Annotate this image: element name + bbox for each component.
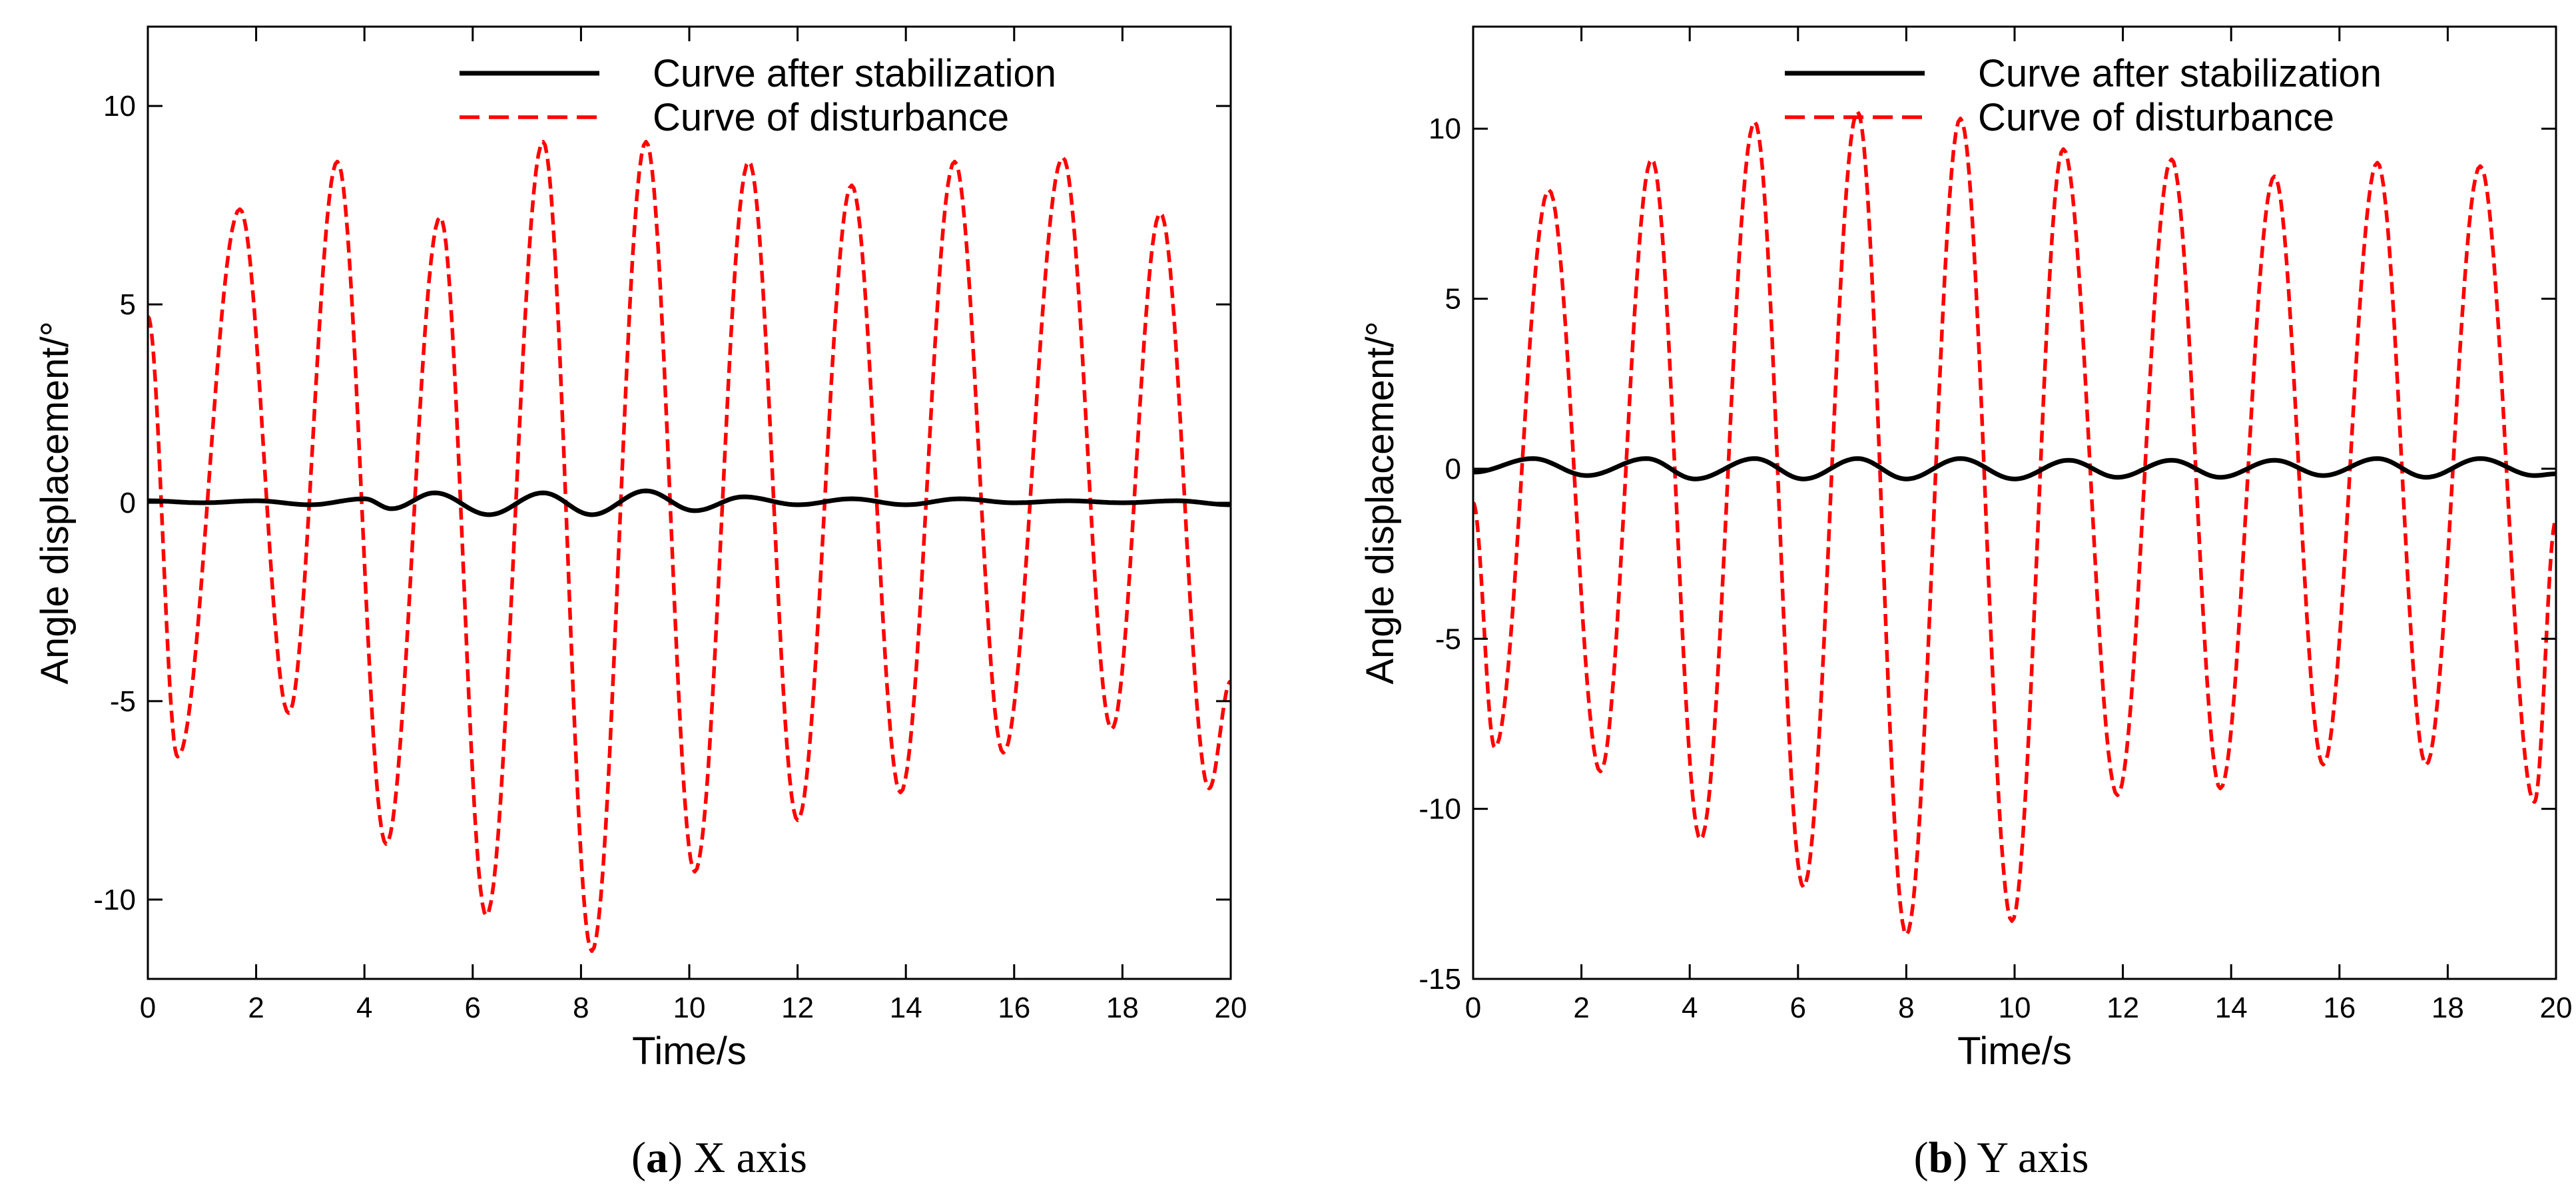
x-tick-label: 14 <box>890 992 922 1024</box>
y-tick-label: -10 <box>1419 793 1461 826</box>
x-tick-label: 16 <box>2323 992 2356 1024</box>
y-tick-label: 10 <box>103 90 136 123</box>
plot-frame <box>1472 25 2557 980</box>
x-tick-label: 10 <box>673 992 706 1024</box>
x-tick-label: 8 <box>1898 992 1914 1024</box>
y-axis-label: Angle displacement/° <box>33 321 77 685</box>
legend: Curve after stabilization Curve of distu… <box>1785 52 2382 139</box>
legend-label-disturbance: Curve of disturbance <box>653 96 1009 139</box>
y-tick-label: 10 <box>1429 113 1461 145</box>
x-tick-label: 16 <box>998 992 1030 1024</box>
y-tick-label: -10 <box>93 884 136 916</box>
axis-ticks: 0 2 4 6 8 10 12 14 16 18 20 -10 -5 0 5 10 <box>93 27 1247 1024</box>
plot-area <box>148 140 1231 954</box>
x-tick-label: 0 <box>140 992 156 1024</box>
x-tick-label: 12 <box>781 992 814 1024</box>
x-tick-label: 12 <box>2106 992 2139 1024</box>
legend: Curve after stabilization Curve of distu… <box>460 52 1056 139</box>
caption-a: (a) X axis <box>631 1133 807 1182</box>
y-tick-label: -5 <box>110 685 136 718</box>
x-tick-label: 0 <box>1465 992 1481 1024</box>
y-tick-label: 0 <box>120 487 136 519</box>
x-tick-label: 4 <box>356 992 372 1024</box>
caption-b-letter: b <box>1929 1133 1953 1182</box>
axis-ticks: 0 2 4 6 8 10 12 14 16 18 20 -15 -10 -5 0 5 10 <box>1419 27 2572 1024</box>
x-tick-label: 6 <box>1790 992 1806 1024</box>
plot-area <box>1473 109 2556 937</box>
caption-a-text: X axis <box>683 1133 807 1182</box>
series-line-disturbance <box>1473 109 2556 937</box>
y-tick-label: 0 <box>1445 453 1461 485</box>
x-tick-label: 18 <box>2431 992 2464 1024</box>
y-tick-label: -5 <box>1435 623 1461 655</box>
legend-label-stabilization: Curve after stabilization <box>653 52 1056 95</box>
series-line-stabilization <box>1473 456 2556 481</box>
legend-label-stabilization: Curve after stabilization <box>1978 52 2382 95</box>
series-line-disturbance <box>148 140 1231 954</box>
x-tick-label: 2 <box>248 992 264 1024</box>
x-tick-label: 6 <box>465 992 481 1024</box>
legend-label-disturbance: Curve of disturbance <box>1978 96 2334 139</box>
y-axis-label: Angle displacement/° <box>1359 321 1402 685</box>
y-tick-label: -15 <box>1419 963 1461 996</box>
series-line-stabilization <box>148 488 1231 517</box>
y-tick-label: 5 <box>1445 283 1461 316</box>
x-tick-label: 4 <box>1682 992 1698 1024</box>
caption-a-letter: a <box>646 1133 668 1182</box>
x-tick-label: 18 <box>1106 992 1139 1024</box>
x-tick-label: 14 <box>2215 992 2248 1024</box>
x-tick-label: 10 <box>1999 992 2031 1024</box>
x-tick-label: 2 <box>1573 992 1589 1024</box>
x-tick-label: 20 <box>1215 992 1247 1024</box>
x-axis-label: Time/s <box>632 1030 747 1073</box>
y-tick-label: 5 <box>120 288 136 321</box>
chart-panel-x-axis: 0 2 4 6 8 10 12 14 16 18 20 -10 -5 0 5 10 Curve after s… <box>33 25 1247 1073</box>
x-tick-label: 20 <box>2540 992 2573 1024</box>
x-tick-label: 8 <box>573 992 589 1024</box>
caption-b-text: Y axis <box>1967 1133 2089 1182</box>
chart-panel-y-axis: 0 2 4 6 8 10 12 14 16 18 20 -15 -10 -5 0 5 10 Curve afte… <box>1359 25 2572 1073</box>
x-axis-label: Time/s <box>1957 1030 2072 1073</box>
caption-b: (b) Y axis <box>1914 1133 2089 1182</box>
